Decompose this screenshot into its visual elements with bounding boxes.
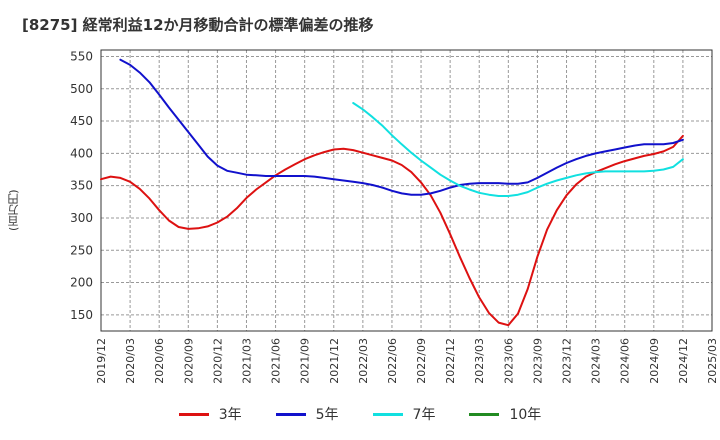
- legend-label: 3年: [218, 407, 242, 423]
- x-axis-ticks: 2019/12 2020/03 2020/06 2020/09 2020/12 2021/…: [95, 338, 719, 384]
- y-tick-label: 350: [70, 179, 93, 193]
- x-tick-label: 2020/03: [124, 338, 137, 384]
- plot-area: [100, 49, 713, 332]
- y-tick-label: 200: [70, 276, 93, 290]
- x-tick-label: 2020/06: [153, 338, 166, 384]
- y-tick-label: 250: [70, 243, 93, 257]
- x-tick-label: 2022/09: [415, 338, 428, 384]
- x-tick-label: 2021/09: [299, 338, 312, 384]
- y-tick-label: 450: [70, 114, 93, 128]
- x-tick-label: 2023/09: [531, 338, 544, 384]
- legend-item: 7年: [372, 404, 436, 424]
- x-tick-label: 2020/12: [211, 338, 224, 384]
- x-tick-label: 2025/03: [706, 338, 719, 384]
- series-line-1: [100, 134, 684, 327]
- y-tick-label: 550: [70, 49, 93, 63]
- x-tick-label: 2024/09: [648, 338, 661, 384]
- y-tick-label: 300: [70, 211, 93, 225]
- x-tick-label: 2022/12: [444, 338, 457, 384]
- legend-swatch: [178, 412, 209, 416]
- x-tick-label: 2024/12: [677, 338, 690, 384]
- y-tick-label: 400: [70, 146, 93, 160]
- legend-item: 3年: [178, 404, 242, 424]
- x-tick-label: 2023/06: [502, 338, 515, 384]
- x-tick-label: 2022/06: [386, 338, 399, 384]
- legend-item: 5年: [275, 404, 339, 424]
- legend-swatch: [469, 412, 500, 416]
- x-tick-label: 2021/03: [240, 338, 253, 384]
- x-tick-label: 2020/09: [182, 338, 195, 384]
- x-tick-label: 2023/03: [473, 338, 486, 384]
- legend-swatch: [372, 412, 403, 416]
- y-tick-label: 150: [70, 308, 93, 322]
- legend: 3年 5年 7年 10年: [0, 404, 720, 424]
- y-tick-label: 500: [70, 82, 93, 96]
- x-tick-label: 2023/12: [561, 338, 574, 384]
- chart-title: [8275] 経常利益12か月移動合計の標準偏差の推移: [22, 16, 374, 34]
- x-tick-label: 2021/06: [270, 338, 283, 384]
- series-line-3: [352, 102, 684, 197]
- legend-label: 10年: [509, 407, 542, 423]
- legend-item: 10年: [469, 404, 541, 424]
- x-tick-label: 2024/03: [590, 338, 603, 384]
- legend-label: 5年: [315, 407, 339, 423]
- y-axis-ticks: 150 200 250 300 350 400 450 500 550: [70, 49, 93, 321]
- x-tick-label: 2019/12: [95, 338, 108, 384]
- grid-lines: [101, 50, 712, 331]
- series-line-2: [119, 58, 684, 196]
- series-lines: [100, 58, 684, 327]
- x-tick-label: 2022/03: [357, 338, 370, 384]
- x-tick-label: 2021/12: [328, 338, 341, 384]
- legend-label: 7年: [412, 407, 436, 423]
- legend-swatch: [275, 412, 306, 416]
- x-tick-label: 2024/06: [619, 338, 632, 384]
